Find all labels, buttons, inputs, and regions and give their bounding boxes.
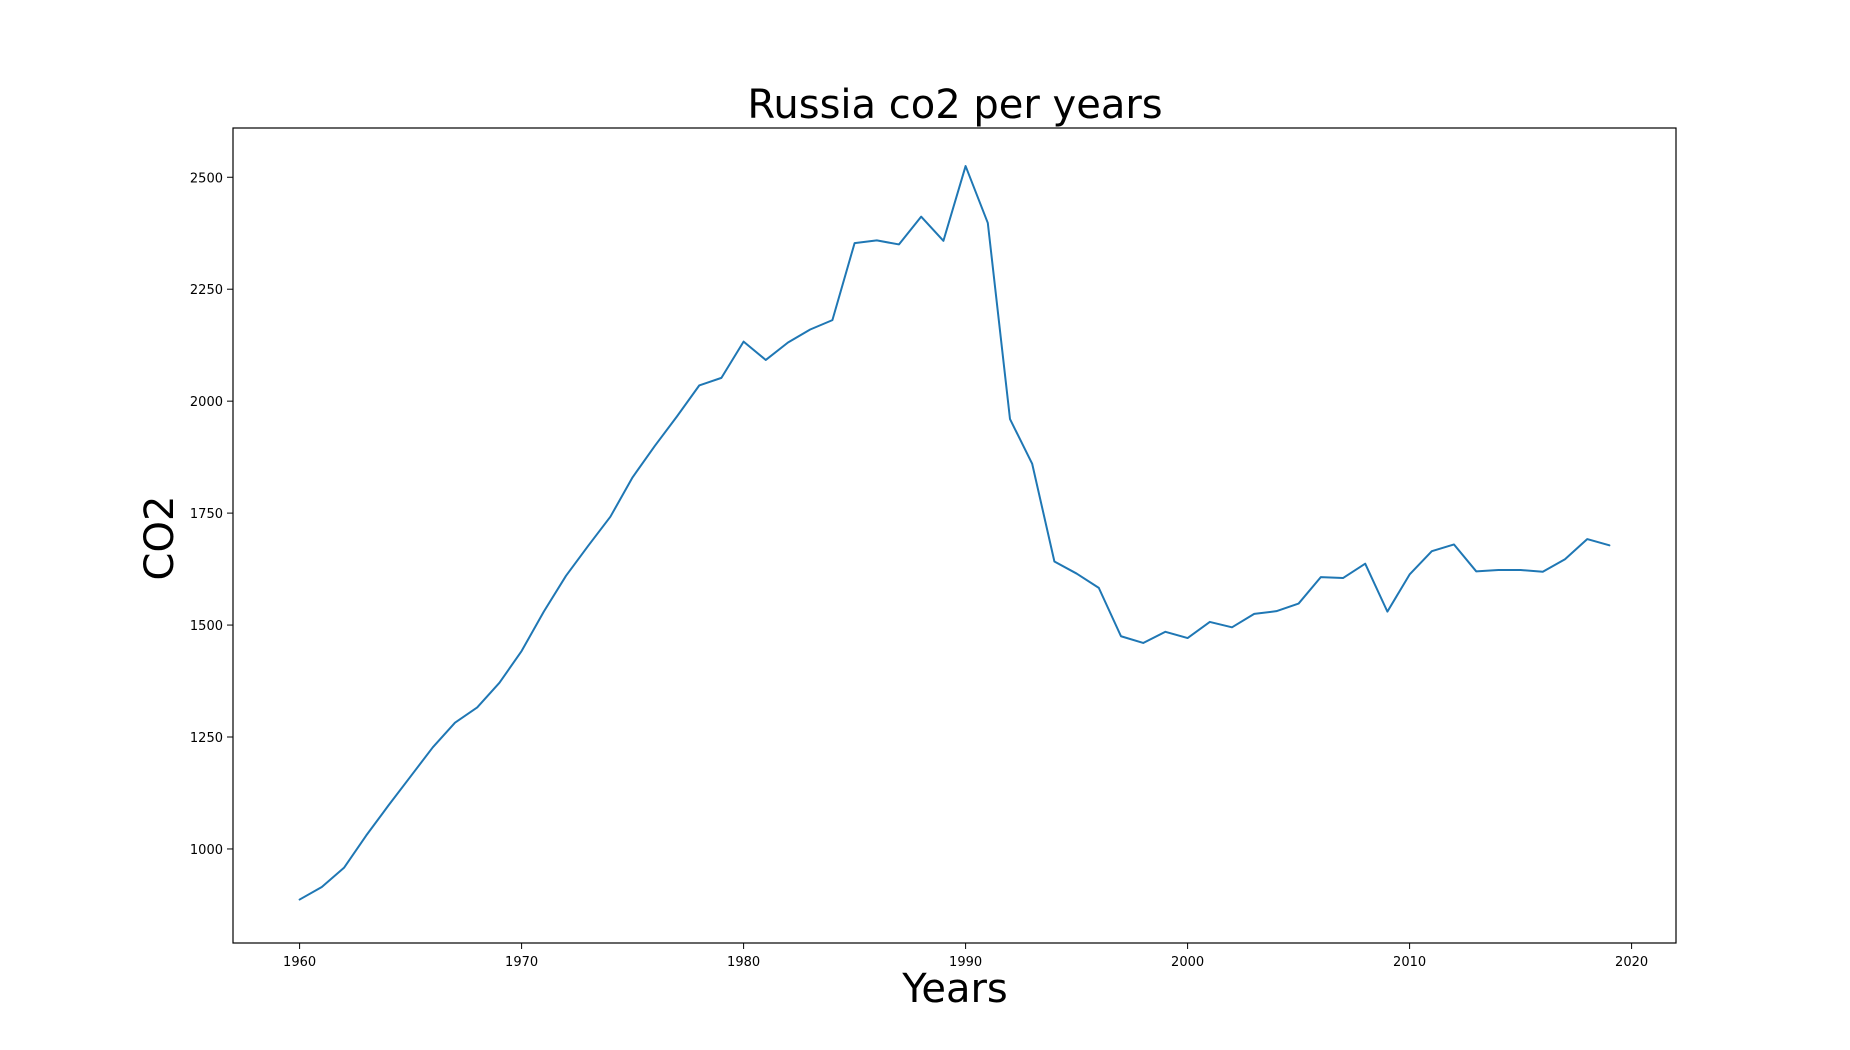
x-tick-label: 1980 <box>727 955 760 970</box>
y-tick-label: 1250 <box>190 731 223 746</box>
x-tick-label: 2000 <box>1171 955 1204 970</box>
y-tick-label: 1750 <box>190 507 223 522</box>
x-tick-label: 1990 <box>949 955 982 970</box>
x-tick-label: 1960 <box>283 955 316 970</box>
y-tick-label: 2000 <box>190 395 223 410</box>
x-tick-label: 2020 <box>1615 955 1648 970</box>
y-tick-label: 2250 <box>190 283 223 298</box>
x-axis-ticks: 1960 1970 1980 1990 2000 2010 2020 <box>283 943 1648 970</box>
y-tick-label: 1000 <box>190 843 223 858</box>
y-tick-label: 2500 <box>190 171 223 186</box>
series-line <box>298 165 1611 901</box>
x-tick-label: 1970 <box>505 955 538 970</box>
y-axis-ticks: 1000 1250 1500 1750 2000 2250 2500 <box>190 171 233 858</box>
x-tick-label: 2010 <box>1393 955 1426 970</box>
series-group <box>298 165 1611 901</box>
x-axis-label: Years <box>901 966 1008 1012</box>
plot-area-frame <box>232 127 1677 944</box>
y-tick-label: 1500 <box>190 619 223 634</box>
y-axis-label: CO2 <box>137 496 183 581</box>
chart-title: Russia co2 per years <box>747 82 1162 128</box>
